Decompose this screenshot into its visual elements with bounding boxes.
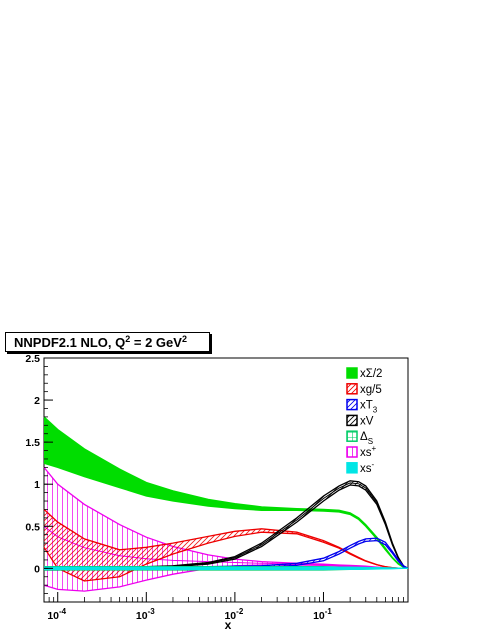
lower-line-xs — [44, 567, 409, 571]
x-tick-exponent: -2 — [236, 607, 244, 616]
x-tick-label: 10-1 — [313, 607, 332, 622]
band-xv — [44, 480, 408, 570]
chart-title-sup-2: 2 — [181, 334, 187, 344]
chart-title-text: NNPDF2.1 NLO, Q — [14, 335, 126, 350]
legend-swatch-xv — [346, 414, 358, 427]
legend-label-xv: xV — [360, 415, 374, 427]
chart-title: NNPDF2.1 NLO, Q2 = 2 GeV2 — [5, 332, 210, 352]
legend-swatch-xg-5 — [346, 383, 358, 395]
y-tick-label: 1 — [34, 479, 40, 491]
legend-swatch-xs — [346, 446, 358, 458]
upper-line-xs — [44, 566, 408, 569]
y-tick-label: 1.5 — [25, 437, 40, 449]
band-xg-5 — [44, 509, 408, 581]
legend-superscript-xs: + — [372, 444, 377, 453]
y-tick-label: 2 — [34, 395, 40, 407]
legend-label-xg-5: xg/5 — [360, 384, 382, 396]
x-tick-label: 10-3 — [136, 607, 155, 622]
x-axis-title: x — [225, 618, 232, 632]
upper-line-x-2 — [43, 416, 409, 569]
chart-title-mid: = 2 GeV — [130, 335, 182, 350]
legend-swatch-xs — [346, 462, 358, 474]
y-tick-label: 0 — [34, 563, 40, 575]
y-tick-label: 2.5 — [25, 353, 40, 365]
x-tick-label: 10-4 — [47, 607, 66, 622]
series-x-2 — [43, 416, 409, 569]
series-layer — [43, 416, 409, 592]
series-xs — [44, 566, 409, 571]
legend-swatch-s — [346, 430, 358, 442]
legend-label-xs: xs- — [360, 460, 375, 475]
legend-label-x-2: xΣ/2 — [360, 368, 382, 380]
chart-title-sup-1: 2 — [125, 334, 131, 344]
x-tick-exponent: -3 — [148, 607, 156, 616]
legend-swatch-x-2 — [346, 367, 358, 379]
legend-subscript-s: S — [368, 437, 373, 446]
legend-subscript-xt3: 3 — [373, 406, 378, 415]
lower-line-x-2 — [43, 462, 409, 569]
y-tick-label: 0.5 — [25, 521, 40, 533]
x-tick-exponent: -1 — [325, 607, 333, 616]
x-tick-exponent: -4 — [59, 607, 67, 616]
legend-swatch-xt3 — [346, 398, 358, 411]
legend-superscript-xs: - — [372, 460, 375, 469]
